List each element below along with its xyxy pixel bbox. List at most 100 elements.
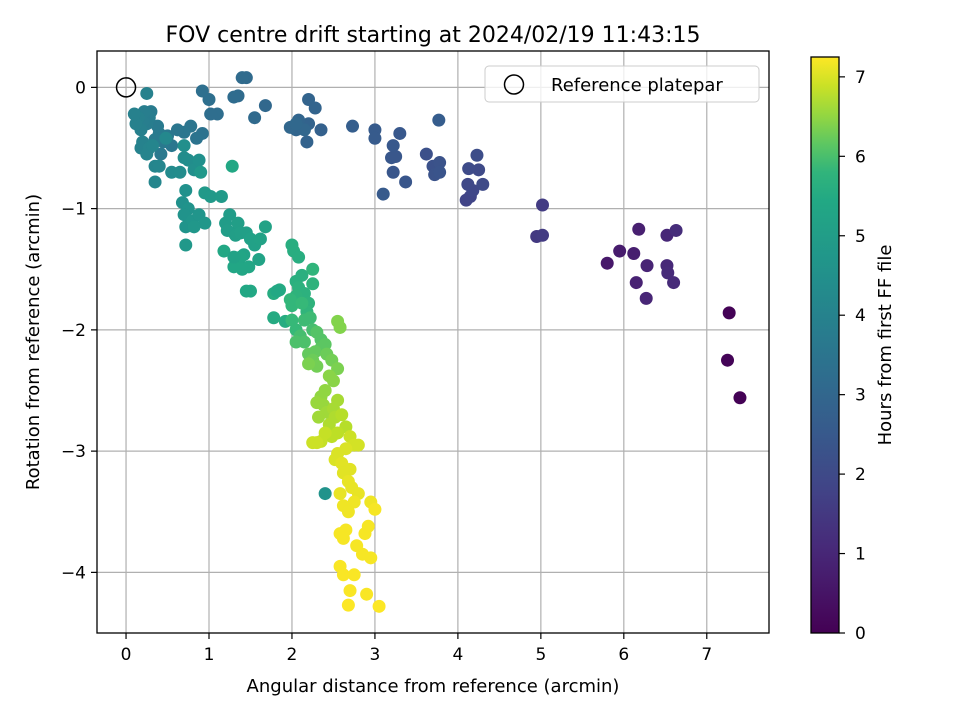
data-point — [303, 311, 317, 325]
data-point — [389, 149, 403, 163]
data-point — [722, 306, 736, 320]
x-tick-label: 6 — [618, 645, 629, 665]
y-tick-label: 0 — [75, 78, 86, 98]
data-point — [179, 238, 193, 252]
data-point — [470, 148, 484, 162]
colorbar-ticks: 0 1 2 3 4 5 6 7 — [839, 68, 866, 644]
data-point — [204, 190, 218, 203]
colorbar-tick-label: 6 — [855, 147, 866, 167]
data-point — [285, 313, 299, 327]
data-point — [252, 253, 266, 267]
data-point — [661, 266, 675, 280]
colorbar-tick-label: 1 — [855, 545, 866, 565]
data-point — [536, 228, 550, 242]
data-point — [341, 598, 355, 612]
data-point — [152, 159, 166, 173]
data-point — [336, 531, 350, 545]
data-point — [667, 276, 681, 290]
data-point — [194, 165, 208, 179]
data-point — [336, 568, 350, 582]
x-tick-label: 3 — [370, 645, 381, 665]
data-point — [308, 101, 322, 115]
data-point — [376, 187, 390, 201]
x-tick-label: 1 — [204, 645, 215, 665]
data-point — [225, 159, 239, 173]
colorbar-tick-label: 2 — [855, 465, 866, 485]
data-point — [462, 162, 476, 176]
data-point — [433, 165, 447, 179]
legend-entry-reference: Reference platepar — [551, 75, 723, 96]
data-point — [148, 175, 162, 189]
x-axis-label: Angular distance from reference (arcmin) — [247, 676, 620, 697]
data-point — [310, 436, 324, 450]
data-point — [258, 220, 272, 234]
data-point — [721, 353, 735, 367]
data-point — [223, 208, 237, 222]
data-point — [146, 139, 160, 153]
data-point — [347, 495, 361, 509]
data-point — [177, 139, 191, 153]
data-point — [187, 220, 201, 234]
data-point — [258, 99, 272, 113]
data-point — [627, 246, 641, 260]
data-point — [214, 190, 228, 203]
x-axis-ticks: 0 1 2 3 4 5 6 7 — [121, 633, 712, 665]
data-point — [227, 260, 241, 274]
data-point — [640, 259, 654, 273]
data-point — [314, 123, 328, 137]
data-points — [127, 71, 747, 613]
data-point — [432, 113, 446, 127]
data-point — [227, 90, 241, 104]
data-point — [181, 153, 195, 167]
data-point — [346, 119, 360, 133]
data-point — [248, 111, 262, 125]
data-point — [639, 291, 653, 305]
data-point — [318, 487, 332, 501]
data-point — [190, 131, 204, 145]
data-point — [283, 293, 297, 307]
reference-marker — [115, 77, 137, 98]
data-point — [179, 183, 193, 197]
data-point — [419, 147, 433, 161]
data-point — [393, 126, 407, 140]
y-tick-label: −3 — [61, 442, 86, 462]
y-axis-label: Rotation from reference (arcmin) — [23, 194, 44, 490]
data-point — [333, 320, 347, 334]
x-tick-label: 4 — [452, 645, 463, 665]
data-point — [292, 250, 306, 264]
data-point — [289, 117, 303, 131]
colorbar-tick-label: 3 — [855, 386, 866, 406]
data-point — [360, 587, 374, 601]
data-point — [204, 107, 218, 121]
data-point — [669, 223, 683, 237]
data-point — [600, 256, 614, 270]
data-point — [632, 222, 646, 236]
data-point — [472, 163, 486, 177]
data-point — [170, 123, 184, 137]
data-point — [140, 86, 154, 100]
x-tick-label: 0 — [121, 645, 132, 665]
data-point — [326, 374, 340, 388]
chart-title: FOV centre drift starting at 2024/02/19 … — [166, 23, 701, 48]
data-point — [300, 135, 314, 149]
colorbar-tick-label: 0 — [855, 624, 866, 644]
data-point — [302, 357, 316, 371]
data-point — [433, 156, 447, 170]
x-tick-label: 2 — [287, 645, 298, 665]
data-point — [235, 71, 249, 85]
data-point — [361, 519, 375, 533]
legend: Reference platepar — [484, 65, 760, 103]
data-point — [129, 117, 143, 131]
data-point — [227, 250, 241, 264]
data-point — [733, 391, 747, 405]
plot-frame — [96, 50, 770, 634]
x-tick-label: 7 — [701, 645, 712, 665]
data-point — [343, 584, 357, 598]
grid-lines — [97, 51, 769, 633]
data-point — [350, 539, 364, 553]
colorbar-tick-label: 7 — [855, 68, 866, 88]
data-point — [295, 268, 309, 282]
data-point — [333, 487, 347, 501]
